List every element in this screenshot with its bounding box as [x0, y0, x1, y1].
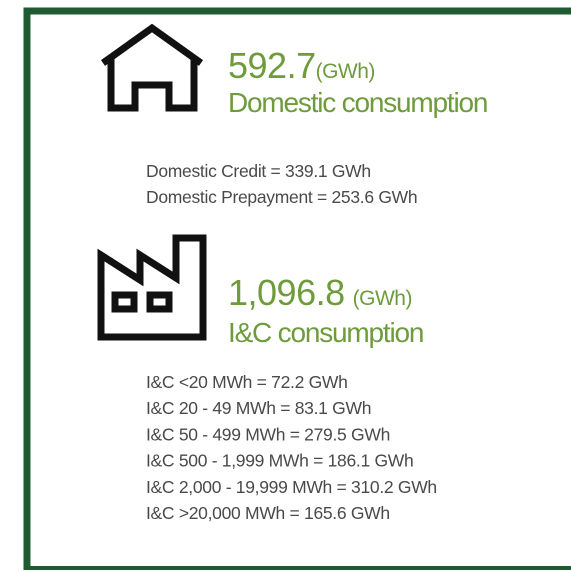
detail-line: Domestic Credit = 339.1 GWh: [146, 161, 371, 181]
detail-line: I&C >20,000 MWh = 165.6 GWh: [146, 503, 390, 523]
detail-line: I&C 50 - 499 MWh = 279.5 GWh: [146, 424, 390, 444]
domestic-value: 592.7: [228, 45, 316, 86]
detail-line: I&C 20 - 49 MWh = 83.1 GWh: [146, 398, 371, 418]
detail-line: I&C 2,000 - 19,999 MWh = 310.2 GWh: [146, 477, 437, 497]
domestic-label: Domestic consumption: [228, 87, 487, 118]
domestic-value-line: 592.7(GWh): [228, 45, 375, 86]
ic-value: 1,096.8: [228, 272, 345, 313]
detail-line: Domestic Prepayment = 253.6 GWh: [146, 187, 417, 207]
detail-line: I&C 500 - 1,999 MWh = 186.1 GWh: [146, 451, 413, 471]
detail-line: I&C <20 MWh = 72.2 GWh: [146, 372, 348, 392]
ic-unit: (GWh): [353, 287, 412, 310]
ic-label: I&C consumption: [228, 317, 423, 348]
domestic-unit: (GWh): [316, 60, 375, 83]
factory-icon: [97, 234, 207, 341]
frame: [23, 7, 571, 570]
house-icon: [100, 23, 204, 112]
ic-value-line: 1,096.8 (GWh): [228, 272, 412, 313]
details: Domestic Credit = 339.1 GWh Domestic Prep…: [146, 161, 437, 523]
